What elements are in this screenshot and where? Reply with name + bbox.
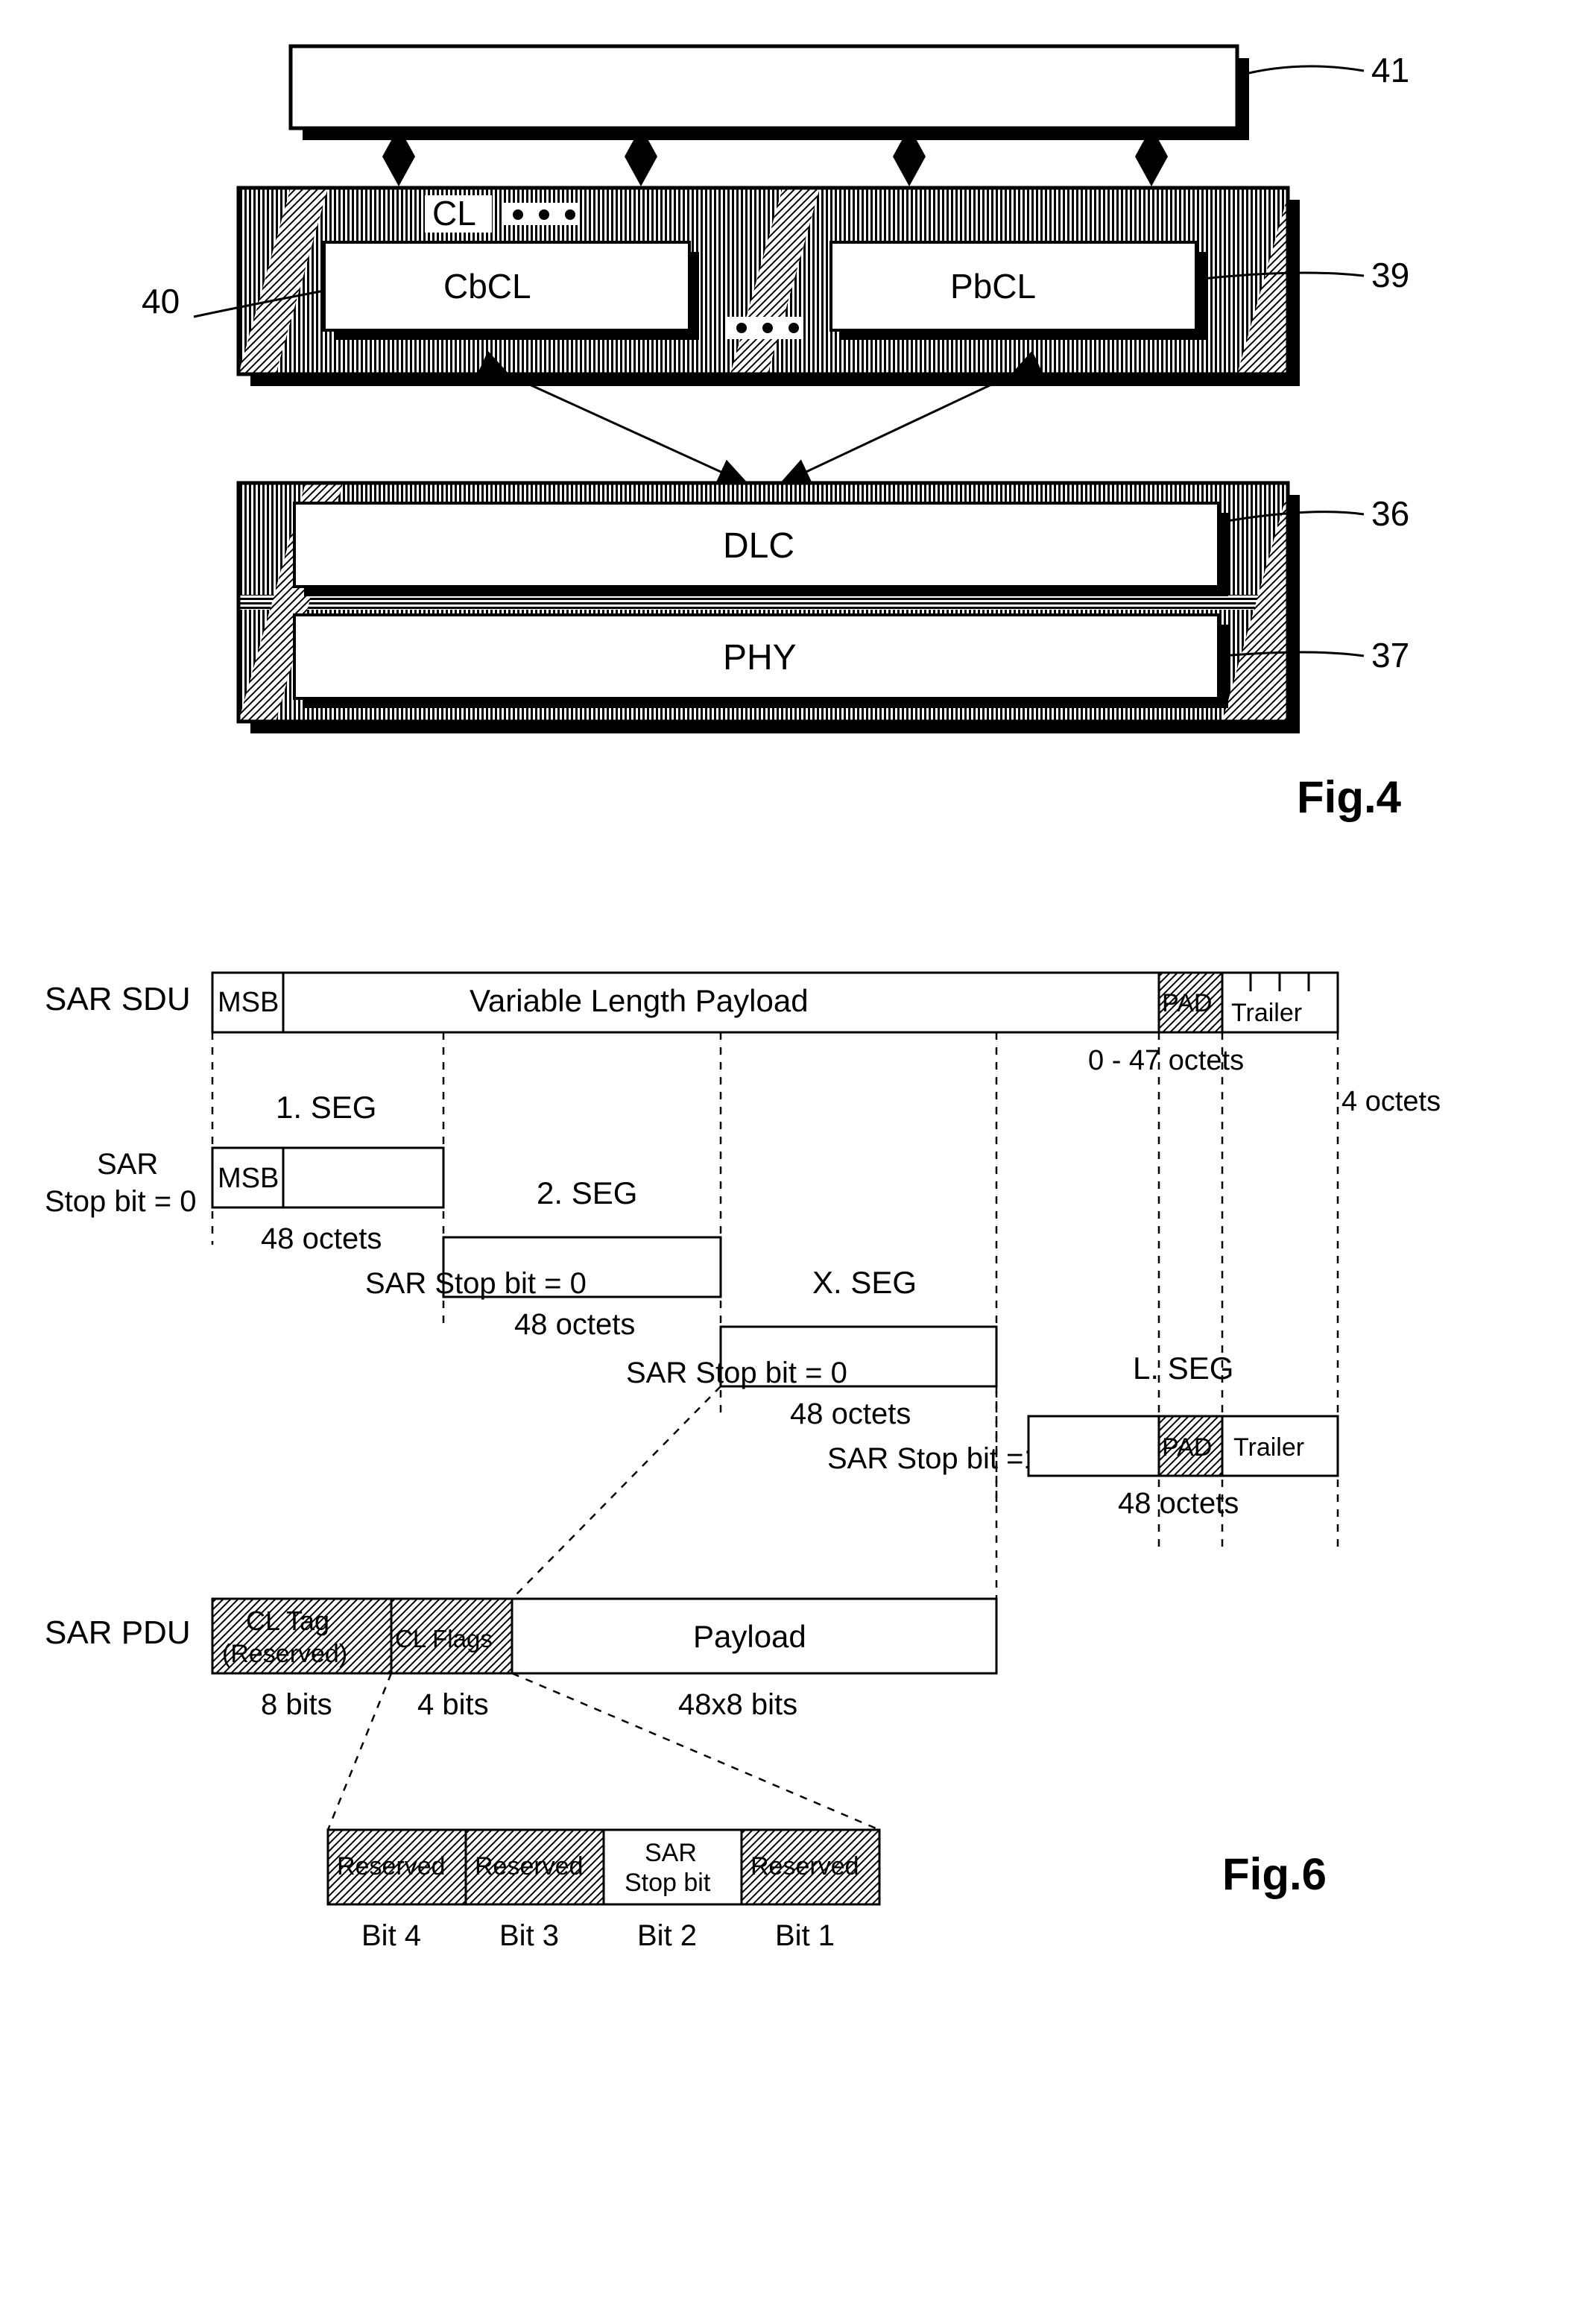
octets-4: 4 octets <box>1341 1086 1441 1117</box>
refnum-36: 36 <box>1371 494 1409 533</box>
dlc-label: DLC <box>723 526 794 566</box>
fig4-label: Fig.4 <box>1297 772 1402 822</box>
bits48x8: 48x8 bits <box>678 1688 797 1721</box>
seg1-label: 1. SEG <box>276 1090 376 1125</box>
sar-line: SAR <box>97 1148 158 1181</box>
cbcl-label: CbCL <box>443 267 531 306</box>
msb-seg1: MSB <box>218 1163 279 1194</box>
refnum-39: 39 <box>1371 256 1409 294</box>
var-payload: Variable Length Payload <box>470 983 809 1018</box>
dots-mid <box>727 317 801 339</box>
refnum-37: 37 <box>1371 636 1409 675</box>
pbcl-box: PbCL <box>831 242 1206 340</box>
refnum-40: 40 <box>142 282 180 321</box>
bit1-reserved: Reserved <box>750 1852 859 1881</box>
cl-tag: CL Tag <box>246 1605 329 1636</box>
bit2-stopbit: Stop bit <box>625 1869 711 1897</box>
pad-segL: PAD <box>1162 1433 1212 1462</box>
arrow-right <box>783 374 1014 483</box>
bit4-reserved: Reserved <box>337 1852 446 1881</box>
segL-octets: 48 octets <box>1118 1487 1239 1520</box>
octets-0-47: 0 - 47 octets <box>1088 1045 1244 1076</box>
msb-top: MSB <box>218 987 279 1018</box>
connector-fl <box>328 1673 391 1830</box>
fig4-wrapper: 41 CL CbCL PbCL <box>30 30 1547 891</box>
seg1-box: MSB <box>212 1148 443 1207</box>
bits-row: Reserved Reserved SAR Stop bit Reserved <box>328 1830 879 1904</box>
trailer-segL: Trailer <box>1233 1433 1304 1462</box>
seg2-sarbit: SAR Stop bit = 0 <box>365 1267 587 1300</box>
reserved-paren: (Reserved) <box>222 1640 347 1668</box>
bit3-reserved: Reserved <box>475 1852 584 1881</box>
cbcl-box: CbCL <box>324 242 699 340</box>
phy-label: PHY <box>723 638 797 678</box>
trailer-top: Trailer <box>1231 999 1302 1027</box>
segL-label: L. SEG <box>1133 1351 1233 1386</box>
sar-sdu-label: SAR SDU <box>45 981 191 1017</box>
top-box-41 <box>291 46 1249 140</box>
seg1-octets: 48 octets <box>261 1222 382 1255</box>
bit1-label: Bit 1 <box>775 1919 835 1952</box>
connector-xl <box>512 1386 721 1599</box>
bit4-label: Bit 4 <box>361 1919 421 1952</box>
phy-box: PHY <box>294 615 1228 708</box>
fig6-label: Fig.6 <box>1222 1849 1327 1899</box>
fig4-svg: 41 CL CbCL PbCL <box>30 30 1547 887</box>
dots-top <box>503 203 578 225</box>
segx-label: X. SEG <box>812 1265 917 1300</box>
stopbit0-line: Stop bit = 0 <box>45 1185 196 1218</box>
fig6-svg: SAR SDU MSB Variable Length Payload PAD … <box>30 950 1547 2180</box>
sar-sdu-row: MSB Variable Length Payload PAD Trailer <box>212 973 1338 1032</box>
fig6-wrapper: SAR SDU MSB Variable Length Payload PAD … <box>30 950 1547 2184</box>
refnum-41: 41 <box>1371 51 1409 89</box>
segL-sarbit: SAR Stop bit =1 <box>827 1442 1040 1475</box>
bits4: 4 bits <box>417 1688 489 1721</box>
bit2-sar: SAR <box>645 1839 697 1867</box>
segx-sarbit: SAR Stop bit = 0 <box>626 1357 847 1389</box>
bit2-label: Bit 2 <box>637 1919 697 1952</box>
sar-pdu-row: CL Tag (Reserved) CL Flags Payload <box>212 1599 996 1673</box>
seg2-label: 2. SEG <box>537 1175 637 1210</box>
sar-pdu-label: SAR PDU <box>45 1614 191 1651</box>
arrow-left <box>507 374 745 483</box>
pad-top: PAD <box>1162 989 1212 1017</box>
pbcl-label: PbCL <box>950 267 1036 306</box>
segL-box: PAD Trailer <box>1028 1416 1338 1476</box>
cl-flags: CL Flags <box>395 1625 493 1652</box>
segx-octets: 48 octets <box>790 1398 911 1430</box>
cl-label: CL <box>432 194 476 233</box>
payload-label: Payload <box>693 1619 806 1654</box>
seg2-octets: 48 octets <box>514 1308 635 1341</box>
bits8: 8 bits <box>261 1688 332 1721</box>
leader-41 <box>1237 66 1364 76</box>
dlc-box: DLC <box>294 503 1228 596</box>
bit3-label: Bit 3 <box>499 1919 559 1952</box>
